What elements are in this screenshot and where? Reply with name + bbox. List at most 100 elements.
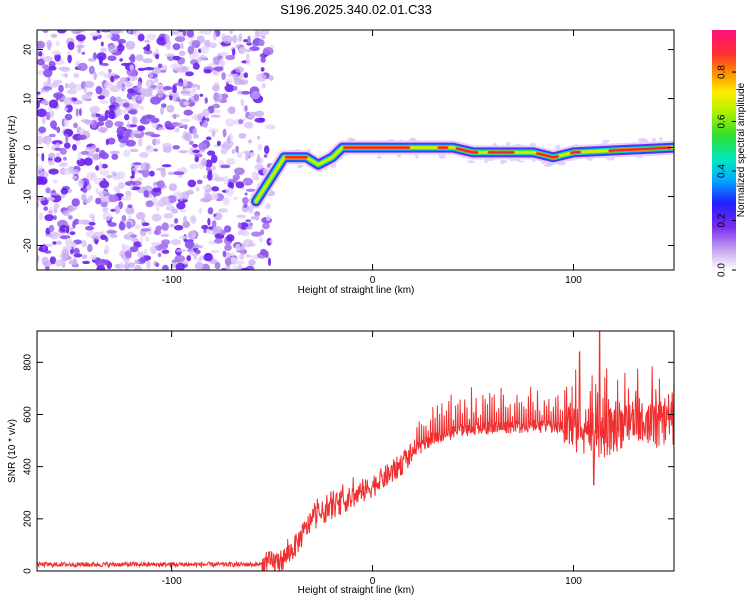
noise-blob — [51, 140, 63, 145]
noise-blob — [227, 181, 233, 188]
noise-blob — [162, 86, 173, 91]
noise-blob — [116, 106, 120, 115]
noise-blob — [119, 86, 127, 91]
noise-blob — [38, 212, 44, 221]
noise-blob — [266, 237, 272, 246]
noise-blob — [196, 179, 203, 185]
noise-blob — [199, 93, 204, 97]
noise-blob — [204, 39, 211, 48]
noise-blob — [203, 228, 207, 234]
noise-blob — [137, 97, 145, 101]
noise-blob — [64, 113, 73, 121]
noise-blob — [134, 92, 142, 96]
noise-blob — [48, 224, 55, 232]
noise-blob — [208, 240, 216, 245]
noise-blob — [37, 176, 44, 185]
noise-blob — [131, 102, 141, 109]
noise-blob — [240, 98, 244, 107]
noise-blob — [55, 40, 60, 47]
noise-blob — [132, 30, 141, 37]
noise-blob — [192, 127, 198, 135]
noise-blob — [161, 222, 169, 231]
noise-blob — [256, 153, 261, 163]
noise-blob — [146, 43, 151, 52]
noise-blob — [53, 126, 57, 131]
noise-blob — [125, 206, 135, 215]
noise-blob — [75, 34, 86, 42]
ridge-halo-dot — [555, 144, 561, 150]
noise-blob — [247, 35, 251, 44]
noise-blob — [65, 237, 73, 247]
noise-blob — [123, 149, 131, 158]
noise-blob — [127, 120, 131, 130]
noise-blob — [70, 166, 74, 173]
noise-blob — [180, 118, 191, 123]
noise-blob — [48, 210, 53, 214]
noise-blob — [37, 70, 46, 76]
noise-blob — [247, 152, 255, 158]
noise-blob — [248, 139, 252, 144]
noise-blob — [74, 30, 86, 33]
noise-blob — [46, 140, 50, 147]
noise-blob — [204, 97, 208, 104]
noise-blob — [194, 156, 200, 163]
noise-blob — [198, 142, 208, 151]
noise-blob — [154, 48, 159, 55]
noise-blob — [136, 211, 146, 220]
noise-blob — [144, 39, 151, 43]
noise-blob — [105, 138, 109, 146]
noise-blob — [105, 119, 114, 129]
ridge-core — [456, 147, 479, 154]
noise-blob — [98, 161, 103, 171]
noise-blob — [227, 132, 233, 142]
noise-blob — [41, 116, 46, 125]
noise-blob — [48, 65, 57, 71]
noise-blob — [117, 38, 126, 44]
noise-blob — [45, 187, 51, 194]
noise-blob — [211, 220, 217, 228]
noise-blob — [37, 40, 46, 49]
noise-blob — [260, 229, 265, 236]
ridge-core — [608, 146, 671, 152]
colorbar-tick-label: 0.4 — [717, 164, 728, 178]
noise-blob — [46, 196, 55, 202]
noise-blob — [129, 246, 139, 253]
noise-blob — [82, 198, 92, 204]
colorbar-tick-label: 0.6 — [717, 114, 728, 128]
noise-blob — [47, 41, 52, 51]
noise-blob — [200, 45, 209, 55]
noise-blob — [104, 244, 110, 253]
noise-blob — [205, 159, 213, 168]
noise-blob — [143, 248, 148, 257]
noise-blob — [97, 126, 109, 133]
noise-blob — [222, 250, 227, 258]
noise-blob — [214, 176, 225, 182]
noise-blob — [143, 67, 155, 71]
noise-blob — [222, 196, 230, 206]
noise-blob — [41, 152, 45, 162]
noise-blob — [260, 67, 265, 72]
noise-blob — [230, 257, 238, 263]
colorbar-gradient — [712, 30, 736, 270]
noise-blob — [77, 62, 88, 72]
ridge-halo-dot — [651, 137, 657, 142]
spectrogram-xlabel: Height of straight line (km) — [298, 285, 415, 296]
noise-blob — [81, 193, 87, 200]
noise-blob — [189, 140, 194, 145]
noise-blob — [62, 210, 71, 217]
noise-blob — [224, 225, 232, 233]
noise-blob — [87, 244, 93, 253]
noise-blob — [83, 157, 93, 166]
noise-blob — [116, 80, 125, 88]
noise-blob — [178, 50, 186, 57]
noise-blob — [51, 50, 62, 56]
noise-blob — [116, 171, 126, 180]
noise-blob — [121, 196, 132, 201]
noise-blob — [75, 108, 79, 117]
spectrogram-ytick-label: -20 — [23, 238, 34, 253]
noise-blob — [249, 111, 258, 117]
snr-xtick-label: -100 — [162, 576, 182, 587]
noise-blob — [240, 230, 250, 237]
noise-blob — [132, 116, 138, 126]
noise-blob — [186, 189, 194, 195]
